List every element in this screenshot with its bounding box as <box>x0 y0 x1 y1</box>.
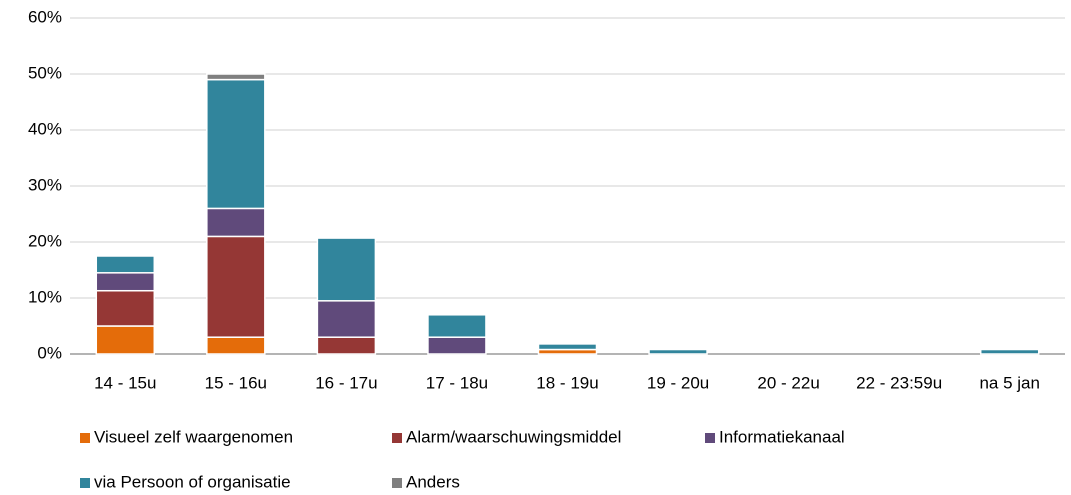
legend-label: Alarm/waarschuwingsmiddel <box>406 427 621 446</box>
x-tick-label: 14 - 15u <box>94 373 156 392</box>
y-tick-label: 0% <box>37 343 62 362</box>
legend-label: Visueel zelf waargenomen <box>94 427 293 446</box>
y-tick-label: 30% <box>28 175 62 194</box>
legend-swatch <box>392 478 402 488</box>
x-tick-label: 20 - 22u <box>757 373 819 392</box>
bar-segment <box>648 348 708 355</box>
legend-label: Informatiekanaal <box>719 427 845 446</box>
x-tick-label: 15 - 16u <box>205 373 267 392</box>
bar-segment <box>316 336 377 355</box>
legend-label: Anders <box>406 472 460 491</box>
bar-segment <box>979 348 1040 355</box>
y-tick-label: 40% <box>28 119 62 138</box>
x-tick-label: 22 - 23:59u <box>856 373 942 392</box>
x-tick-label: 17 - 18u <box>426 373 488 392</box>
legend-label: via Persoon of organisatie <box>94 472 291 491</box>
bar-segment <box>316 300 377 338</box>
x-tick-label: 18 - 19u <box>536 373 598 392</box>
y-tick-label: 20% <box>28 231 62 250</box>
bar-segment <box>95 272 156 292</box>
legend-swatch <box>80 433 90 443</box>
bar-segment <box>537 343 598 351</box>
bar-segment <box>95 325 156 355</box>
bar-segment <box>206 207 266 238</box>
bar-segment <box>427 314 487 338</box>
legend-swatch <box>392 433 402 443</box>
x-tick-label: 16 - 17u <box>315 373 377 392</box>
bar-segment <box>316 237 377 302</box>
legend-swatch <box>705 433 715 443</box>
y-tick-label: 10% <box>28 287 62 306</box>
y-tick-label: 50% <box>28 63 62 82</box>
bar-segment <box>206 336 266 355</box>
bar-segment <box>206 78 266 210</box>
y-tick-label: 60% <box>28 7 62 26</box>
x-tick-label: 19 - 20u <box>647 373 709 392</box>
bar-segment <box>206 235 266 338</box>
legend-swatch <box>80 478 90 488</box>
bar-segment <box>95 289 156 327</box>
bar-segment <box>95 255 156 274</box>
x-tick-label: na 5 jan <box>979 373 1040 392</box>
bar-segment <box>427 336 487 355</box>
bar-segment <box>206 73 266 81</box>
